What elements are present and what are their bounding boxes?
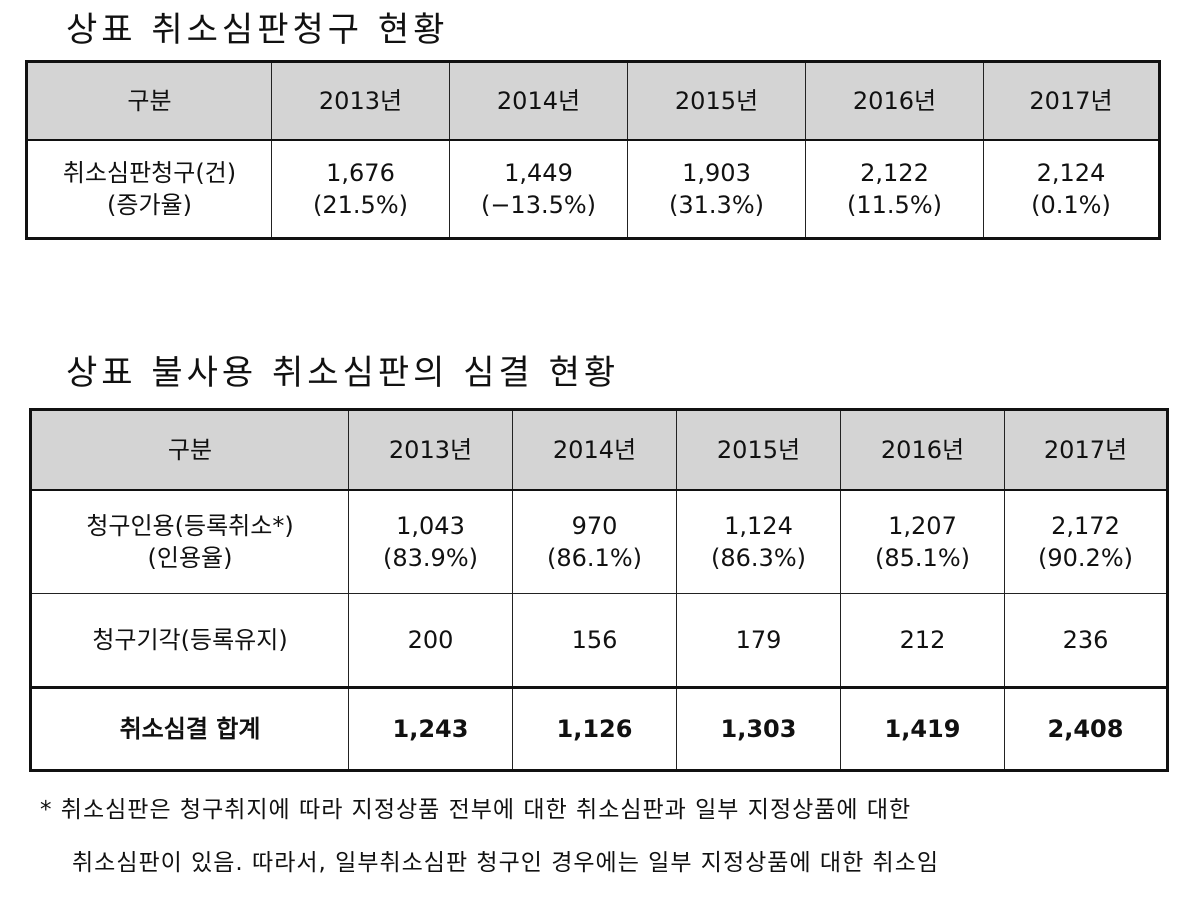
footnote-line1: * 취소심판은 청구취지에 따라 지정상품 전부에 대한 취소심판과 일부 지정… [40, 797, 912, 823]
header-year-2013: 2013년 [271, 61, 450, 141]
cell-rate: (85.1%) [875, 544, 970, 572]
row-label-line2: (증가율) [107, 191, 192, 219]
table-cell: 1,449 (−13.5%) [449, 139, 628, 239]
table-cell: 200 [348, 593, 513, 688]
row-label-line2: (인용율) [147, 544, 233, 572]
table-cell: 1,124 (86.3%) [676, 489, 841, 594]
header-year-2015: 2015년 [676, 409, 841, 491]
total-cell: 1,303 [676, 686, 841, 771]
header-year-2013: 2013년 [348, 409, 513, 491]
cell-value: 1,903 [682, 158, 751, 187]
cell-value: 2,172 [1051, 511, 1120, 540]
cell-value: 1,207 [888, 511, 957, 540]
table-cell: 2,124 (0.1%) [983, 139, 1160, 239]
trademark-cancellation-requests-table: 구분 2013년 2014년 2015년 2016년 2017년 취소심판청구(… [25, 60, 1161, 240]
table1-header-row: 구분 2013년 2014년 2015년 2016년 2017년 [26, 61, 1160, 141]
cell-value: 2,122 [860, 158, 929, 187]
cell-rate: (−13.5%) [480, 191, 597, 219]
total-cell: 1,243 [348, 686, 513, 771]
table-cell: 970 (86.1%) [512, 489, 677, 594]
cell-rate: (86.1%) [547, 544, 642, 572]
header-year-2015: 2015년 [627, 61, 806, 141]
header-category: 구분 [30, 409, 349, 491]
total-cell: 1,419 [840, 686, 1005, 771]
cell-value: 1,043 [396, 511, 465, 540]
cell-rate: (0.1%) [1031, 191, 1111, 219]
table-row: 청구기각(등록유지) 200 156 179 212 236 [30, 593, 1168, 688]
table-row: 취소심판청구(건) (증가율) 1,676 (21.5%) 1,449 (−13… [26, 139, 1160, 239]
header-year-2014: 2014년 [512, 409, 677, 491]
cell-value: 1,124 [724, 511, 793, 540]
cell-rate: (90.2%) [1038, 544, 1133, 572]
cell-value: 2,124 [1036, 158, 1106, 187]
cell-rate: (83.9%) [383, 544, 478, 572]
header-year-2014: 2014년 [449, 61, 628, 141]
total-cell: 1,126 [512, 686, 677, 771]
table-cell: 1,043 (83.9%) [348, 489, 513, 594]
header-year-2017: 2017년 [983, 61, 1160, 141]
table-cell: 236 [1004, 593, 1168, 688]
footnote-line2: 취소심판이 있음. 따라서, 일부취소심판 청구인 경우에는 일부 지정상품에 … [72, 850, 940, 876]
row-label-line1: 청구인용(등록취소*) [86, 511, 294, 540]
header-year-2016: 2016년 [840, 409, 1005, 491]
cell-value: 970 [571, 511, 618, 540]
row-label: 취소심판청구(건) (증가율) [26, 139, 272, 239]
row-label: 청구기각(등록유지) [30, 593, 349, 688]
section1-title: 상표 취소심판청구 현황 [66, 10, 449, 50]
cell-value: 1,676 [326, 158, 395, 187]
cell-rate: (31.3%) [669, 191, 764, 219]
table2-header-row: 구분 2013년 2014년 2015년 2016년 2017년 [30, 409, 1168, 491]
header-category: 구분 [26, 61, 272, 141]
table-cell: 1,207 (85.1%) [840, 489, 1005, 594]
table-cell: 1,903 (31.3%) [627, 139, 806, 239]
table-row: 청구인용(등록취소*) (인용율) 1,043 (83.9%) 970 (86.… [30, 489, 1168, 594]
header-year-2016: 2016년 [805, 61, 984, 141]
total-row: 취소심결 합계 1,243 1,126 1,303 1,419 2,408 [30, 686, 1168, 771]
cell-rate: (11.5%) [847, 191, 942, 219]
row-label-line1: 취소심판청구(건) [62, 158, 237, 187]
table-cell: 179 [676, 593, 841, 688]
table-cell: 156 [512, 593, 677, 688]
non-use-cancellation-decisions-table: 구분 2013년 2014년 2015년 2016년 2017년 청구인용(등록… [29, 408, 1169, 772]
cell-rate: (86.3%) [711, 544, 806, 572]
cell-rate: (21.5%) [313, 191, 408, 219]
section2-title: 상표 불사용 취소심판의 심결 현황 [66, 353, 620, 393]
row-label: 청구인용(등록취소*) (인용율) [30, 489, 349, 594]
total-row-label: 취소심결 합계 [30, 686, 349, 771]
table-cell: 212 [840, 593, 1005, 688]
total-cell: 2,408 [1004, 686, 1168, 771]
table-cell: 1,676 (21.5%) [271, 139, 450, 239]
table-cell: 2,172 (90.2%) [1004, 489, 1168, 594]
header-year-2017: 2017년 [1004, 409, 1168, 491]
cell-value: 1,449 [504, 158, 573, 187]
table-cell: 2,122 (11.5%) [805, 139, 984, 239]
